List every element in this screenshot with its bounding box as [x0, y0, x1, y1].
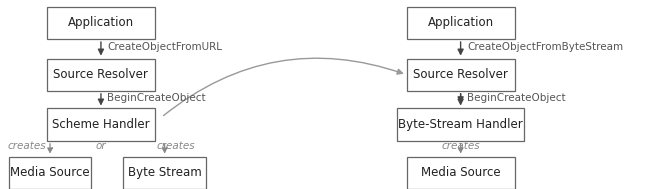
- Text: or: or: [95, 141, 106, 151]
- Text: Application: Application: [68, 16, 134, 29]
- FancyBboxPatch shape: [407, 157, 515, 189]
- Text: Source Resolver: Source Resolver: [413, 68, 508, 81]
- FancyBboxPatch shape: [47, 108, 155, 141]
- Text: Media Source: Media Source: [421, 166, 501, 179]
- FancyBboxPatch shape: [407, 7, 515, 39]
- Text: creates: creates: [156, 141, 195, 151]
- Text: Byte-Stream Handler: Byte-Stream Handler: [398, 118, 523, 131]
- FancyBboxPatch shape: [47, 7, 155, 39]
- FancyBboxPatch shape: [9, 157, 91, 189]
- Text: Media Source: Media Source: [10, 166, 90, 179]
- Text: Source Resolver: Source Resolver: [53, 68, 148, 81]
- Text: BeginCreateObject: BeginCreateObject: [107, 93, 206, 103]
- Text: CreateObjectFromByteStream: CreateObjectFromByteStream: [467, 42, 623, 52]
- Text: BeginCreateObject: BeginCreateObject: [467, 93, 566, 103]
- Text: creates: creates: [7, 141, 46, 151]
- FancyBboxPatch shape: [397, 108, 524, 141]
- Text: Byte Stream: Byte Stream: [128, 166, 201, 179]
- FancyBboxPatch shape: [123, 157, 206, 189]
- FancyBboxPatch shape: [407, 59, 515, 91]
- Text: Scheme Handler: Scheme Handler: [52, 118, 150, 131]
- Text: Application: Application: [428, 16, 494, 29]
- Text: CreateObjectFromURL: CreateObjectFromURL: [107, 42, 222, 52]
- Text: creates: creates: [442, 141, 480, 151]
- FancyBboxPatch shape: [47, 59, 155, 91]
